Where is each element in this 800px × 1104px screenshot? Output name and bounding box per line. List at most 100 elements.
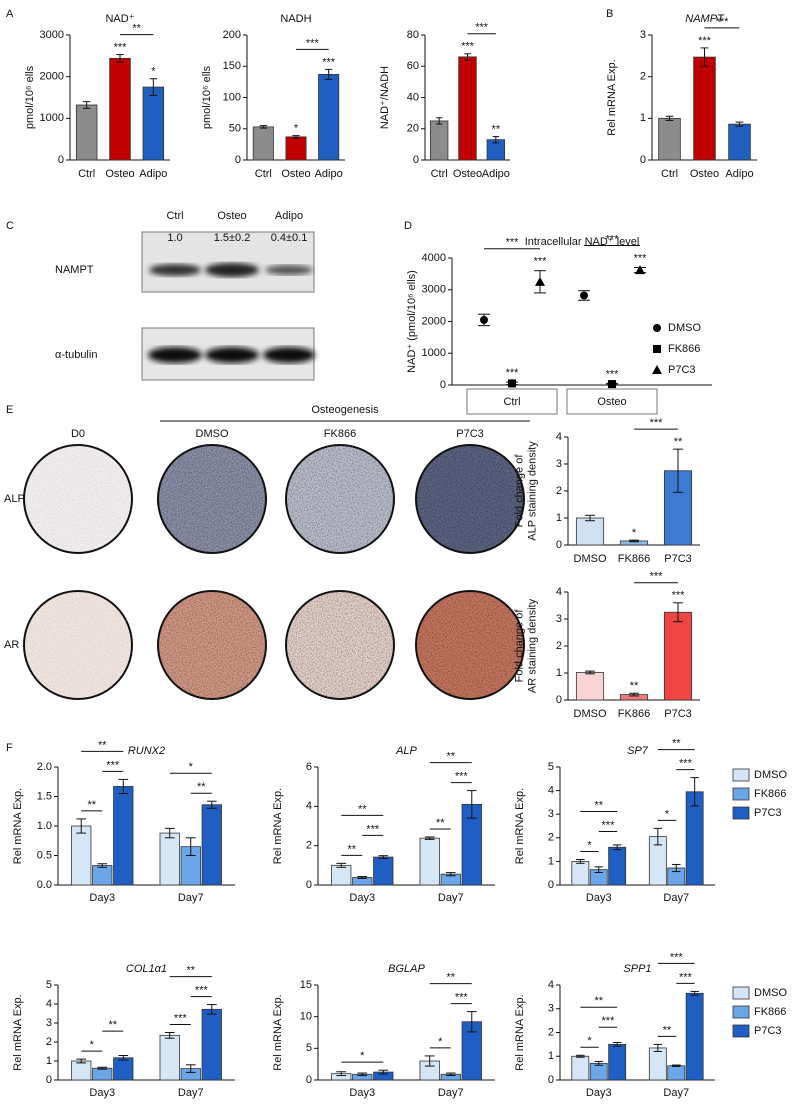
y-axis-label: Fold change of bbox=[513, 609, 525, 683]
well-rim bbox=[23, 590, 133, 700]
chart-title: ALP bbox=[395, 745, 417, 757]
legend-label: FK866 bbox=[754, 1006, 786, 1018]
point bbox=[652, 365, 662, 374]
y-tick-label: 0 bbox=[413, 154, 419, 166]
legend-swatch bbox=[732, 787, 750, 801]
significance: *** bbox=[679, 758, 693, 770]
bar bbox=[429, 120, 449, 161]
y-axis-label: Rel mRNA Exp. bbox=[514, 788, 526, 864]
significance: ** bbox=[492, 123, 501, 135]
blot-row-label: α-tubulin bbox=[55, 349, 97, 361]
bar bbox=[373, 856, 394, 886]
y-tick-label: 2 bbox=[548, 1026, 554, 1038]
significance: ** bbox=[674, 436, 683, 448]
y-tick-label: 4 bbox=[548, 785, 554, 797]
legend-swatch bbox=[732, 1024, 750, 1038]
y-axis-label: Rel mRNA Exp. bbox=[12, 994, 24, 1070]
y-tick-label: 4 bbox=[556, 586, 562, 598]
x-tick-label: Day3 bbox=[586, 1087, 612, 1099]
row-label: ALP bbox=[4, 493, 25, 505]
bar bbox=[571, 861, 590, 886]
bar bbox=[728, 123, 751, 161]
y-tick-label: 150 bbox=[223, 60, 241, 72]
significance: *** bbox=[650, 571, 664, 583]
y-axis-label: ALP staining density bbox=[526, 441, 538, 541]
significance: ** bbox=[197, 781, 206, 793]
y-axis-label: Fold change of bbox=[513, 454, 525, 528]
significance: ** bbox=[108, 1019, 117, 1031]
significance: *** bbox=[455, 771, 469, 783]
x-tick-label: Ctrl bbox=[661, 168, 678, 180]
y-tick-label: 1 bbox=[556, 667, 562, 679]
x-tick-label: Day3 bbox=[89, 892, 115, 904]
x-tick-label: Day7 bbox=[178, 892, 204, 904]
bar bbox=[201, 1008, 222, 1081]
y-tick-label: 0 bbox=[306, 879, 312, 891]
bar bbox=[575, 517, 605, 546]
legend-label: DMSO bbox=[668, 322, 701, 334]
legend-swatch bbox=[732, 1005, 750, 1019]
significance: *** bbox=[698, 35, 712, 47]
bar bbox=[159, 832, 180, 886]
quantification: 1.5±0.2 bbox=[214, 232, 251, 244]
chart-title: Intracellular NAD⁺ level bbox=[525, 236, 640, 248]
bar bbox=[252, 126, 274, 161]
x-tick-label: Day7 bbox=[438, 1087, 464, 1099]
panel-label: A bbox=[6, 8, 14, 20]
column-label: DMSO bbox=[196, 428, 229, 440]
well-texture bbox=[158, 445, 266, 553]
y-tick-label: 3 bbox=[548, 808, 554, 820]
significance: * bbox=[587, 839, 592, 851]
significance: *** bbox=[506, 237, 520, 249]
quantification: 0.4±0.1 bbox=[271, 232, 308, 244]
significance: ** bbox=[358, 803, 367, 815]
band bbox=[205, 263, 259, 277]
y-tick-label: 100 bbox=[223, 91, 241, 103]
point bbox=[608, 380, 616, 389]
row-label: AR bbox=[4, 639, 19, 651]
y-axis-label: NAD⁺ (pmol/10⁶ ells) bbox=[406, 270, 418, 373]
well-rim bbox=[157, 590, 267, 700]
western-blot bbox=[141, 231, 315, 381]
significance: *** bbox=[679, 971, 693, 983]
y-tick-label: 2 bbox=[556, 485, 562, 497]
chart-title: NADH bbox=[280, 13, 311, 25]
point bbox=[653, 324, 661, 332]
x-tick-label: Day3 bbox=[349, 892, 375, 904]
x-tick-label: P7C3 bbox=[664, 708, 692, 720]
y-tick-label: 0 bbox=[235, 154, 241, 166]
y-tick-label: 0.5 bbox=[37, 849, 52, 861]
y-tick-label: 1 bbox=[548, 855, 554, 867]
y-tick-label: 6 bbox=[306, 761, 312, 773]
chart-title: SP7 bbox=[627, 745, 649, 757]
bar bbox=[419, 837, 440, 886]
y-tick-label: 3 bbox=[548, 1003, 554, 1015]
significance: *** bbox=[606, 368, 620, 380]
blot-frame bbox=[141, 231, 315, 293]
well-texture bbox=[286, 591, 394, 699]
y-tick-label: 0 bbox=[548, 1074, 554, 1086]
significance: *** bbox=[670, 951, 684, 963]
significance: ** bbox=[446, 972, 455, 984]
y-tick-label: 0 bbox=[556, 694, 562, 706]
band bbox=[205, 347, 259, 363]
y-tick-label: 0 bbox=[440, 379, 446, 391]
significance: ** bbox=[594, 799, 603, 811]
well-rim bbox=[157, 444, 267, 554]
legend-label: FK866 bbox=[668, 343, 700, 355]
bar bbox=[71, 825, 92, 886]
panel-label: B bbox=[606, 8, 613, 20]
significance: *** bbox=[461, 41, 475, 53]
group-label: Osteogenesis bbox=[311, 404, 379, 416]
y-tick-label: 0 bbox=[58, 154, 64, 166]
x-tick-label: Day7 bbox=[663, 892, 689, 904]
y-tick-label: 2 bbox=[306, 840, 312, 852]
significance: *** bbox=[634, 252, 648, 264]
legend-label: FK866 bbox=[754, 788, 786, 800]
bar bbox=[318, 73, 340, 161]
x-tick-label: Day7 bbox=[663, 1087, 689, 1099]
y-axis-label: Rel mRNA Exp. bbox=[272, 994, 284, 1070]
x-tick-label: DMSO bbox=[574, 708, 607, 720]
chart-title: NAMPT bbox=[685, 13, 725, 25]
